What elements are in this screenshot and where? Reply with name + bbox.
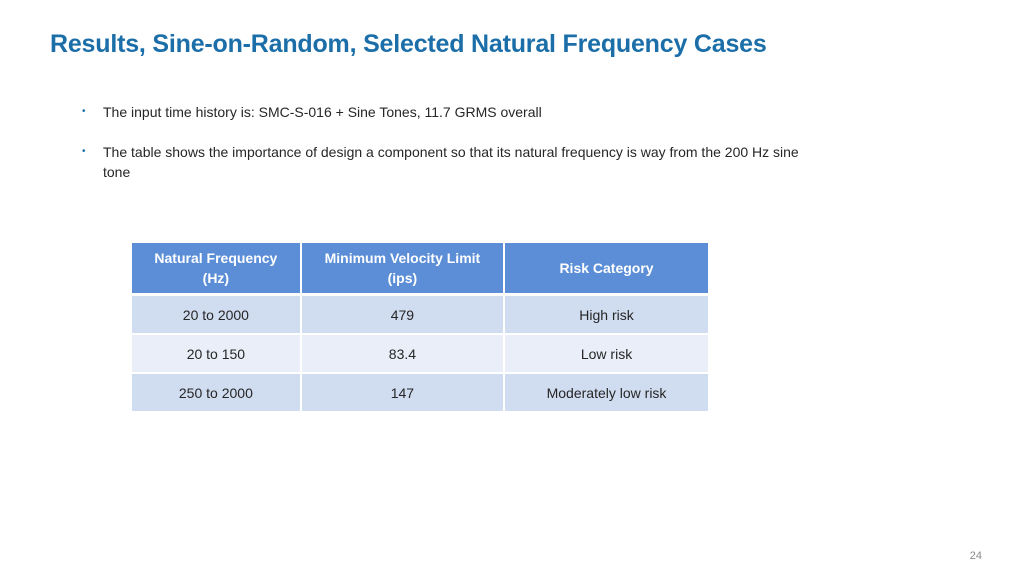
table-header-row: Natural Frequency (Hz) Minimum Velocity … bbox=[132, 243, 708, 296]
bullet-dot-icon: • bbox=[82, 106, 86, 117]
bullet-dot-icon: • bbox=[82, 146, 86, 157]
header-label: Risk Category bbox=[559, 260, 654, 276]
header-unit: (ips) bbox=[387, 270, 418, 286]
bullet-text: The input time history is: SMC-S-016 + S… bbox=[103, 104, 542, 120]
header-unit: (Hz) bbox=[202, 270, 230, 286]
frequency-results-table: Natural Frequency (Hz) Minimum Velocity … bbox=[132, 243, 708, 413]
header-minimum-velocity-limit: Minimum Velocity Limit (ips) bbox=[300, 243, 506, 296]
cell-velocity-limit: 83.4 bbox=[300, 334, 506, 374]
cell-natural-frequency: 20 to 2000 bbox=[132, 294, 302, 335]
slide-title: Results, Sine-on-Random, Selected Natura… bbox=[50, 30, 767, 58]
cell-velocity-limit: 479 bbox=[300, 294, 506, 335]
cell-natural-frequency: 20 to 150 bbox=[132, 334, 302, 374]
page-number: 24 bbox=[969, 550, 982, 562]
cell-natural-frequency: 250 to 2000 bbox=[132, 373, 302, 413]
bullet-list: • The input time history is: SMC-S-016 +… bbox=[80, 102, 800, 202]
header-natural-frequency: Natural Frequency (Hz) bbox=[132, 243, 302, 296]
table-row: 250 to 2000 147 Moderately low risk bbox=[132, 373, 708, 413]
header-label: Natural Frequency bbox=[154, 250, 278, 266]
header-risk-category: Risk Category bbox=[504, 243, 708, 296]
bullet-text: The table shows the importance of design… bbox=[103, 144, 799, 180]
bullet-item: • The table shows the importance of desi… bbox=[80, 142, 800, 182]
bullet-item: • The input time history is: SMC-S-016 +… bbox=[80, 102, 800, 122]
cell-risk-category: High risk bbox=[504, 294, 708, 335]
table-row: 20 to 150 83.4 Low risk bbox=[132, 334, 708, 374]
header-label: Minimum Velocity Limit bbox=[324, 250, 481, 266]
cell-risk-category: Low risk bbox=[504, 334, 708, 374]
cell-risk-category: Moderately low risk bbox=[504, 373, 708, 413]
table-row: 20 to 2000 479 High risk bbox=[132, 294, 708, 335]
cell-velocity-limit: 147 bbox=[300, 373, 506, 413]
